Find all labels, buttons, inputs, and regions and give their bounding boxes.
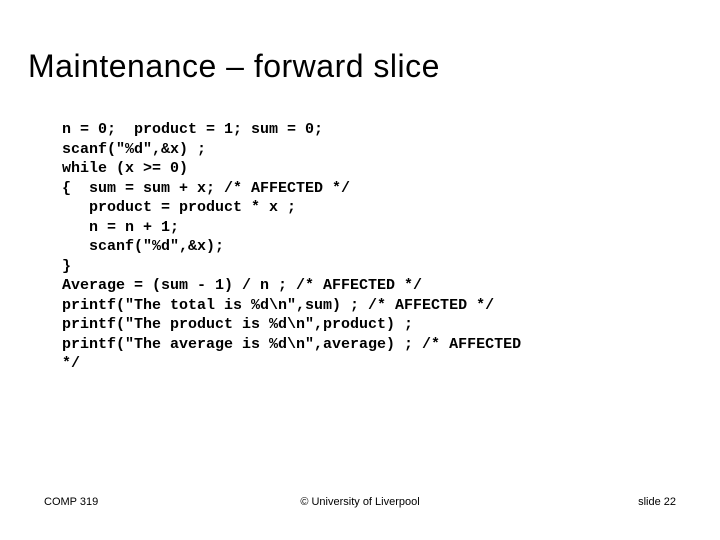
slide: Maintenance – forward slice n = 0; produ…: [0, 0, 720, 540]
footer-copyright: © University of Liverpool: [0, 496, 720, 508]
code-block: n = 0; product = 1; sum = 0; scanf("%d",…: [62, 120, 521, 374]
footer-slide-number: slide 22: [638, 496, 676, 508]
slide-title: Maintenance – forward slice: [28, 48, 440, 85]
